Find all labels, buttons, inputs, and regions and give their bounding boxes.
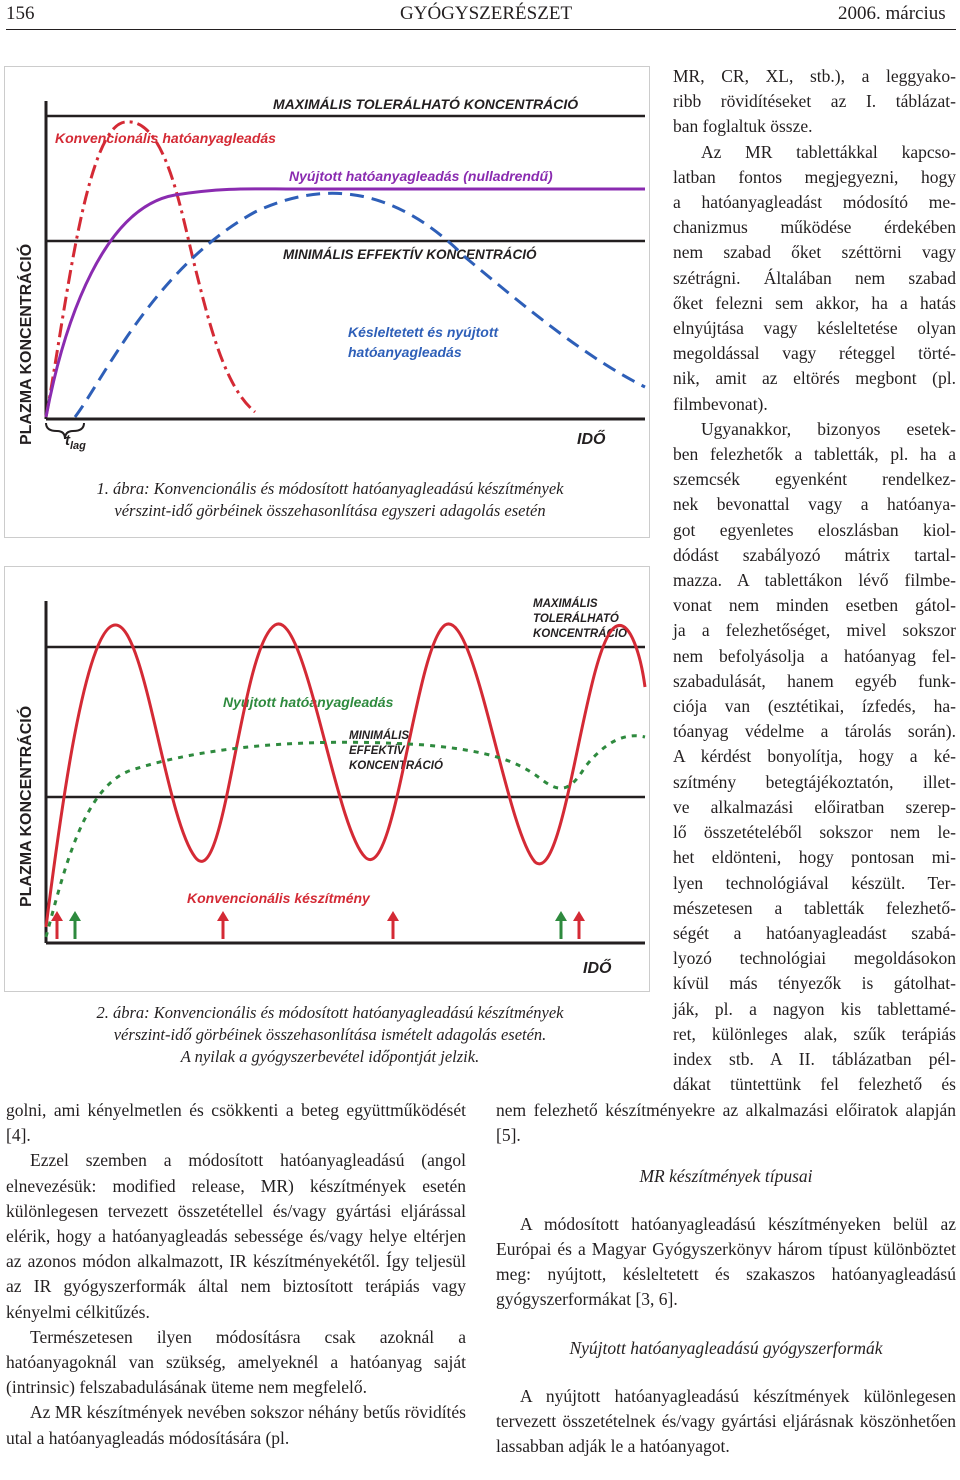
f1-ext-label: Nyújtott hatóanyagleadás (nulladrendű) bbox=[289, 168, 553, 184]
f2-ylabel: PLAZMA KONCENTRÁCIÓ bbox=[16, 706, 35, 907]
right-column-line: mészetesen a tabletták felezhető- bbox=[673, 897, 956, 918]
right-column-line: Az MR tablettákkal kapcso- bbox=[701, 141, 956, 162]
right-column-line: Ugyanakkor, bizonyos esetek- bbox=[701, 418, 956, 439]
figure-2: PLAZMA KONCENTRÁCIÓ MAXIMÁLIS TOLERÁLHAT… bbox=[4, 566, 650, 992]
f1-max-label: MAXIMÁLIS TOLERÁLHATÓ KONCENTRÁCIÓ bbox=[273, 95, 578, 112]
right-column-line: mazza. A tablettákon lévő filmbe- bbox=[673, 570, 956, 591]
f2-dose-arrows bbox=[51, 911, 585, 939]
right-column-line: ret, különleges alak, szűk terápiás bbox=[673, 1023, 956, 1044]
f1-conv-curve bbox=[44, 120, 256, 418]
right-column-line: dódást szabályozó mátrix tartal- bbox=[673, 544, 956, 565]
issue-date: 2006. március bbox=[838, 3, 946, 24]
right-column-line: lő összetételéből sokszor nem le- bbox=[673, 822, 956, 843]
left-paragraph-2: Ezzel szemben a módosított hatóanyaglead… bbox=[6, 1150, 466, 1322]
right-column-line: vonat nem minden esetben gátol- bbox=[673, 595, 956, 616]
right-paragraph-1: nem felezhető készítményekre az alkalmaz… bbox=[496, 1100, 956, 1146]
right-column-line: szétrágni. Általában nem szabad bbox=[673, 267, 956, 288]
right-column-line: ják, pl. a nagyon kis tablettamé- bbox=[673, 998, 956, 1019]
right-column-line: a hatóanyagleadást módosító me- bbox=[673, 192, 956, 213]
f2-ext-label: Nyújtott hatóanyagleadás bbox=[223, 694, 394, 710]
section-heading-extended-release: Nyújtott hatóanyagleadású gyógyszerformá… bbox=[569, 1338, 883, 1359]
f2-max-3: KONCENTRÁCIÓ bbox=[533, 627, 627, 640]
figure-2-chart: PLAZMA KONCENTRÁCIÓ MAXIMÁLIS TOLERÁLHAT… bbox=[16, 597, 647, 977]
left-column-bottom: golni, ami kényelmetlen és csökkenti a b… bbox=[6, 1098, 466, 1451]
page-number: 156 bbox=[6, 3, 35, 24]
right-column-line: nek bevonattal vagy a hatóanya- bbox=[673, 494, 956, 515]
f2-xlabel: IDŐ bbox=[583, 958, 612, 977]
figure-2-caption-line-2: vérszint-idő görbéinek összehasonlítása … bbox=[113, 1025, 547, 1044]
right-column-bottom: nem felezhető készítményekre az alkalmaz… bbox=[496, 1098, 956, 1459]
figure-2-caption-line-3: A nyilak a gyógyszerbevétel időpontját j… bbox=[180, 1047, 480, 1066]
right-column-line: lyozó technológiai megoldásokon bbox=[673, 948, 956, 969]
right-paragraph-3: A nyújtott hatóanyagleadású készítmények… bbox=[496, 1385, 956, 1457]
f1-tlag: tlag bbox=[65, 432, 86, 452]
f1-delayed-curve bbox=[73, 191, 646, 418]
journal-title: GYÓGYSZERÉSZET bbox=[400, 3, 573, 24]
section-heading-mr-types: MR készítmények típusai bbox=[639, 1166, 813, 1187]
right-column-line: ribb rövidítéseket az I. táblázat- bbox=[673, 91, 956, 112]
right-column-line: ja a felezhetőséget, mivel sokszor bbox=[673, 620, 956, 641]
right-column-line: dákat tüntettünk fel felezhető és bbox=[673, 1074, 956, 1095]
right-column-line: elnyújtása vagy késleltetése olyan bbox=[673, 318, 956, 339]
right-column-line: szemcsék egyenként rendelkez- bbox=[673, 469, 956, 490]
right-column-line: index stb. A II. táblázatban pél- bbox=[673, 1048, 956, 1069]
f1-min-label: MINIMÁLIS EFFEKTÍV KONCENTRÁCIÓ bbox=[283, 247, 537, 262]
figure-1-chart: PLAZMA KONCENTRÁCIÓ MAXIMÁLIS TOLERÁLHAT… bbox=[16, 95, 646, 452]
right-column-line: nik, amit az eltörés megbont (pl. bbox=[673, 368, 956, 389]
right-column-line: őket felezni sem akkor, ha a hatás bbox=[673, 292, 956, 313]
f1-ext-curve bbox=[44, 187, 645, 418]
right-column-line: latban fontos megjegyezni, hogy bbox=[673, 166, 956, 187]
figure-2-caption: 2. ábra: Konvencionális és módosított ha… bbox=[20, 1002, 640, 1068]
right-column-lines: MR, CR, XL, stb.), a leggyako-ribb rövid… bbox=[673, 64, 956, 1097]
f2-min-1: MINIMÁLIS bbox=[349, 729, 409, 742]
right-column-line: ban foglaltuk össze. bbox=[673, 116, 813, 137]
right-column-line: megoldással vagy réteggel törté- bbox=[673, 343, 956, 364]
right-column-line: ben felezhetők a tabletták, pl. ha a bbox=[673, 444, 956, 465]
right-column-line: nem szabad őket széttörni vagy bbox=[673, 242, 956, 263]
right-paragraph-2: A módosított hatóanyagleadású készítmény… bbox=[496, 1213, 956, 1310]
right-column-line: MR, CR, XL, stb.), a leggyako- bbox=[673, 66, 956, 86]
right-column-line: szítmény betegtájékoztatón, illet- bbox=[673, 771, 956, 792]
figure-2-caption-line-1: 2. ábra: Konvencionális és módosított ha… bbox=[96, 1003, 564, 1022]
f1-xlabel: IDŐ bbox=[577, 429, 606, 448]
f2-max-1: MAXIMÁLIS bbox=[533, 597, 598, 610]
f2-min-2: EFFEKTÍV bbox=[349, 744, 406, 757]
f2-min-3: KONCENTRÁCIÓ bbox=[349, 759, 443, 772]
f1-delayed-label-2: hatóanyagleadás bbox=[348, 344, 462, 360]
right-column-line: ciója van (esztétikai, ízfedés, ha- bbox=[673, 696, 956, 717]
figure-1-caption: 1. ábra: Konvencionális és módosított ha… bbox=[20, 478, 640, 522]
right-column-line: filmbevonat). bbox=[673, 393, 768, 414]
right-column-line: kívül más tényezők is gátolhat- bbox=[673, 973, 956, 994]
figure-1: PLAZMA KONCENTRÁCIÓ MAXIMÁLIS TOLERÁLHAT… bbox=[4, 66, 650, 538]
right-column-line: szabadulását, hanem egyéb funk- bbox=[673, 670, 956, 691]
right-column-line: tóanyag védelme a tárolás során). bbox=[673, 721, 956, 742]
left-paragraph-3: Természetesen ilyen módosításra csak azo… bbox=[6, 1326, 466, 1398]
right-column-top: MR, CR, XL, stb.), a leggyako-ribb rövid… bbox=[673, 64, 956, 1097]
header-rule bbox=[6, 29, 956, 30]
f1-delayed-label-1: Késleltetett és nyújtott bbox=[348, 324, 499, 340]
f2-conv-label: Konvencionális készítmény bbox=[187, 890, 371, 906]
right-column-line: ve alkalmazási előiratban szerep- bbox=[673, 796, 956, 817]
right-column-line: ségét a hatóanyagleadást szabá- bbox=[673, 922, 956, 943]
right-column-line: chanizmus működése érdekében bbox=[673, 217, 956, 238]
f2-max-2: TOLERÁLHATÓ bbox=[533, 612, 619, 625]
right-column-line: got egyenletes eloszlásban kiol- bbox=[673, 519, 956, 540]
right-column-line: nem befolyásolja a hatóanyag fel- bbox=[673, 645, 956, 666]
f2-conv-curve bbox=[44, 622, 647, 928]
f2-ext-curve bbox=[44, 734, 646, 938]
right-column-line: lyen technológiával készült. Ter- bbox=[673, 872, 956, 893]
right-column-line: het eldönteni, hogy pontosan mi- bbox=[673, 847, 956, 868]
f1-conv-label: Konvencionális hatóanyagleadás bbox=[55, 130, 276, 146]
f1-tlag-brace bbox=[45, 422, 85, 440]
f1-ylabel: PLAZMA KONCENTRÁCIÓ bbox=[16, 244, 35, 445]
page-header: 156 GYÓGYSZERÉSZET 2006. március bbox=[0, 0, 960, 30]
left-paragraph-1: golni, ami kényelmetlen és csökkenti a b… bbox=[6, 1100, 466, 1146]
figure-1-caption-line-2: vérszint-idő görbéinek összehasonlítása … bbox=[114, 501, 546, 520]
right-column-line: A kérdést bonyolítja, hogy a ké- bbox=[673, 746, 956, 767]
left-paragraph-4: Az MR készítmények nevében sokszor néhán… bbox=[6, 1402, 466, 1448]
figure-1-caption-line-1: 1. ábra: Konvencionális és módosított ha… bbox=[96, 479, 564, 498]
